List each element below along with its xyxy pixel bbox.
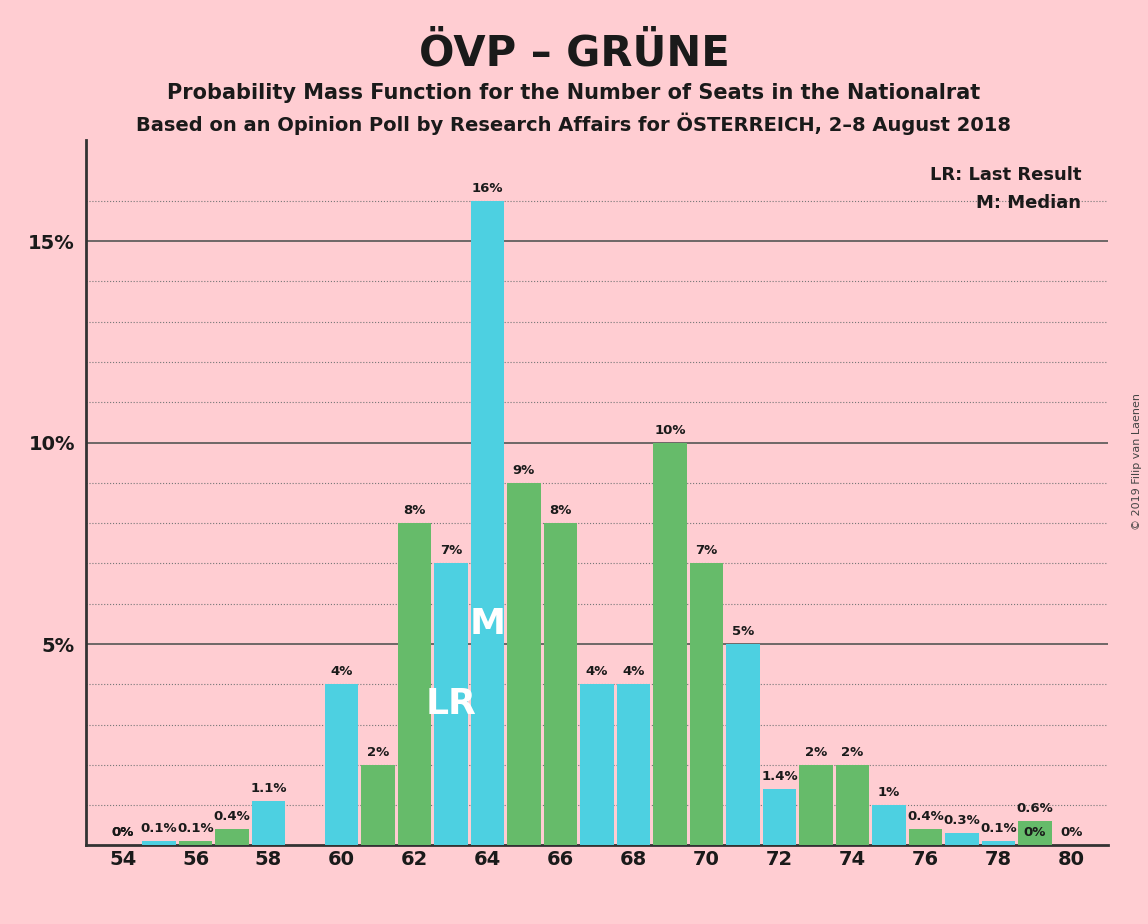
Bar xyxy=(397,523,432,845)
Text: 0%: 0% xyxy=(1024,826,1046,839)
Bar xyxy=(142,842,176,845)
Bar xyxy=(908,830,943,845)
Text: 0.1%: 0.1% xyxy=(141,822,178,835)
Text: 0.4%: 0.4% xyxy=(214,810,250,823)
Bar xyxy=(580,685,614,845)
Bar xyxy=(1018,821,1052,845)
Text: 0%: 0% xyxy=(111,826,134,839)
Bar xyxy=(471,201,504,845)
Text: 8%: 8% xyxy=(403,505,426,517)
Text: 0.1%: 0.1% xyxy=(980,822,1017,835)
Text: 16%: 16% xyxy=(472,182,503,195)
Bar xyxy=(362,765,395,845)
Text: 7%: 7% xyxy=(440,544,463,557)
Text: 5%: 5% xyxy=(731,625,754,638)
Bar xyxy=(653,443,687,845)
Bar xyxy=(727,644,760,845)
Text: 1.1%: 1.1% xyxy=(250,782,287,795)
Text: Based on an Opinion Poll by Research Affairs for ÖSTERREICH, 2–8 August 2018: Based on an Opinion Poll by Research Aff… xyxy=(137,113,1011,135)
Text: 0.1%: 0.1% xyxy=(177,822,214,835)
Bar xyxy=(982,842,1015,845)
Bar xyxy=(544,523,577,845)
Bar xyxy=(799,765,832,845)
Text: 4%: 4% xyxy=(585,665,608,678)
Bar xyxy=(872,805,906,845)
Text: M: M xyxy=(470,607,505,641)
Text: Probability Mass Function for the Number of Seats in the Nationalrat: Probability Mass Function for the Number… xyxy=(168,83,980,103)
Bar xyxy=(690,564,723,845)
Text: 4%: 4% xyxy=(331,665,352,678)
Text: 0.4%: 0.4% xyxy=(907,810,944,823)
Bar xyxy=(836,765,869,845)
Bar xyxy=(179,842,212,845)
Text: 9%: 9% xyxy=(513,464,535,477)
Text: M: Median: M: Median xyxy=(977,194,1081,212)
Bar xyxy=(216,830,249,845)
Text: 7%: 7% xyxy=(696,544,718,557)
Text: 2%: 2% xyxy=(367,746,389,759)
Text: 1.4%: 1.4% xyxy=(761,770,798,783)
Bar xyxy=(616,685,650,845)
Text: LR: LR xyxy=(426,687,476,722)
Text: 0%: 0% xyxy=(111,826,134,839)
Text: ÖVP – GRÜNE: ÖVP – GRÜNE xyxy=(419,32,729,74)
Bar xyxy=(945,833,978,845)
Text: 0.6%: 0.6% xyxy=(1016,802,1053,815)
Bar xyxy=(507,483,541,845)
Text: 4%: 4% xyxy=(622,665,645,678)
Bar xyxy=(762,789,797,845)
Text: LR: Last Result: LR: Last Result xyxy=(930,166,1081,184)
Text: 8%: 8% xyxy=(549,505,572,517)
Text: 2%: 2% xyxy=(841,746,863,759)
Text: 0%: 0% xyxy=(1060,826,1083,839)
Text: 0.3%: 0.3% xyxy=(944,814,980,827)
Bar xyxy=(434,564,467,845)
Text: © 2019 Filip van Laenen: © 2019 Filip van Laenen xyxy=(1132,394,1141,530)
Bar xyxy=(325,685,358,845)
Text: 1%: 1% xyxy=(878,786,900,799)
Bar xyxy=(251,801,286,845)
Text: 10%: 10% xyxy=(654,423,685,436)
Text: 2%: 2% xyxy=(805,746,827,759)
